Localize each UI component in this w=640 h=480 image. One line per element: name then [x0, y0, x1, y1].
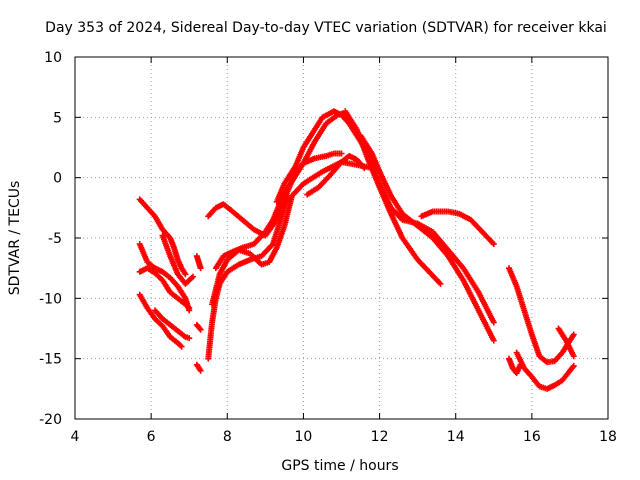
series-arc-f [159, 232, 197, 287]
series-arc-b [136, 241, 193, 314]
data-markers [368, 165, 497, 326]
data-markers [136, 265, 193, 311]
data-markers [159, 232, 197, 287]
data-markers [506, 355, 524, 377]
series-arc-a [136, 196, 189, 278]
data-markers [506, 265, 577, 366]
data-markers [418, 208, 497, 248]
x-tick-label: 6 [147, 429, 156, 445]
x-tick-label: 12 [371, 429, 389, 445]
y-tick-label: -20 [39, 412, 62, 428]
series-arc-h [193, 321, 204, 333]
series-late-2 [513, 349, 577, 392]
series-fall-3 [368, 165, 497, 326]
series-hump [418, 208, 497, 248]
series-arc-i [193, 361, 204, 374]
data-markers [513, 349, 577, 392]
data-markers [136, 241, 193, 314]
x-tick-label: 4 [71, 429, 80, 445]
data-markers [151, 307, 193, 342]
data-markers [136, 291, 185, 350]
series-late-4 [555, 325, 577, 360]
data-markers [193, 321, 204, 333]
data-markers [136, 196, 189, 278]
series-rise-4 [205, 150, 345, 239]
chart-title: Day 353 of 2024, Sidereal Day-to-day VTE… [45, 20, 607, 36]
y-tick-label: -15 [39, 352, 62, 368]
x-tick-label: 16 [523, 429, 541, 445]
y-tick-label: 0 [53, 171, 62, 187]
series-arc-e [151, 307, 193, 342]
x-tick-label: 14 [447, 429, 465, 445]
series-late-1 [506, 265, 577, 366]
x-tick-label: 18 [599, 429, 617, 445]
series-late-3 [506, 355, 524, 377]
data-markers [555, 325, 577, 360]
x-axis-label: GPS time / hours [281, 458, 398, 474]
data-markers [193, 361, 204, 374]
data-markers [193, 253, 204, 272]
axis-ticks: 4 6 8 10 12 14 16 18 10 5 0 -5 -10 -15 -20 [39, 50, 617, 445]
y-tick-label: 10 [44, 50, 62, 66]
series-mid-1 [304, 152, 368, 198]
data-markers [304, 152, 368, 198]
series-arc-c [136, 265, 193, 311]
y-tick-label: -5 [48, 231, 62, 247]
x-tick-label: 8 [223, 429, 232, 445]
series-arc-g [193, 253, 204, 272]
plot-frame [74, 56, 609, 420]
y-tick-label: 5 [53, 110, 62, 126]
data-markers [205, 150, 345, 239]
series-arc-d [136, 291, 185, 350]
y-axis-label: SDTVAR / TECUs [7, 181, 23, 296]
x-tick-label: 10 [295, 429, 313, 445]
data-points [136, 108, 577, 392]
y-tick-label: -10 [39, 291, 62, 307]
